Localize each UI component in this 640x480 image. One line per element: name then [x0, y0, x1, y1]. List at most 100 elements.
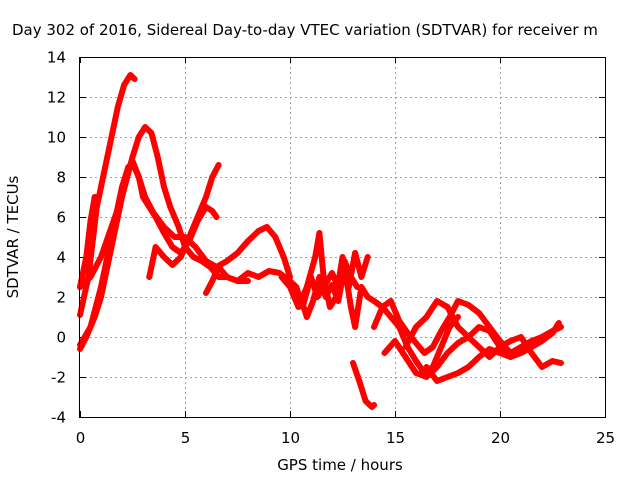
data-point [539, 334, 545, 340]
series-track-m [402, 298, 564, 370]
data-point [135, 174, 142, 180]
data-point [91, 194, 98, 200]
data-point [108, 224, 115, 230]
data-point [194, 214, 201, 220]
data-point [413, 370, 419, 376]
data-point [152, 214, 159, 220]
data-point [371, 298, 377, 304]
data-point [83, 254, 90, 260]
data-point [310, 298, 317, 304]
data-point [209, 174, 216, 180]
data-point [148, 130, 155, 136]
data-point [234, 278, 241, 284]
data-point [87, 274, 94, 280]
data-series [77, 72, 564, 410]
data-point [539, 364, 545, 370]
x-tick-labels: 0 5 10 15 20 25 [76, 429, 615, 447]
data-point [198, 258, 205, 264]
data-point [98, 284, 104, 290]
x-tick-label: 15 [386, 429, 405, 447]
y-tick-label: -2 [51, 369, 66, 387]
data-point [396, 318, 403, 324]
data-point [255, 274, 262, 280]
data-point [175, 224, 182, 230]
x-tick-label: 10 [281, 429, 300, 447]
y-tick-labels: -4 -2 0 2 4 6 8 10 12 14 [47, 49, 66, 427]
data-point [255, 228, 262, 234]
data-point [329, 282, 335, 288]
x-tick-label: 5 [181, 429, 191, 447]
data-point [381, 350, 388, 356]
data-point [280, 254, 287, 260]
grid-lines [80, 57, 605, 417]
data-point [140, 194, 146, 200]
x-axis-label: GPS time / hours [277, 456, 403, 474]
data-point [557, 324, 564, 330]
data-point [465, 334, 472, 340]
data-point [421, 350, 428, 356]
x-tick-label: 25 [596, 429, 615, 447]
data-point [429, 344, 436, 350]
data-point [186, 234, 193, 240]
data-point [190, 254, 197, 260]
y-tick-label: 8 [56, 169, 66, 187]
plot-frame [79, 57, 606, 418]
series-track-j [350, 360, 377, 410]
data-point [272, 234, 279, 240]
data-point [434, 364, 440, 370]
series-line [350, 360, 377, 410]
data-point [215, 264, 222, 270]
data-point [224, 274, 230, 280]
data-point [444, 304, 451, 310]
data-point [341, 264, 348, 270]
series-line [77, 158, 293, 352]
data-point [167, 204, 174, 210]
data-point [263, 224, 270, 230]
data-point [215, 162, 222, 168]
data-point [161, 184, 167, 190]
data-point [131, 76, 138, 82]
data-point [486, 346, 493, 352]
data-point [224, 258, 230, 264]
data-point [476, 310, 482, 316]
data-point [352, 250, 359, 256]
x-tick-label: 0 [76, 429, 86, 447]
data-point [209, 278, 216, 284]
data-point [161, 230, 167, 236]
y-tick-label: 4 [56, 249, 66, 267]
series-track-n [423, 324, 564, 384]
data-point [362, 398, 369, 404]
data-point [209, 208, 216, 214]
data-point [335, 298, 342, 304]
series-track-f [146, 162, 222, 280]
data-point [423, 314, 430, 320]
data-point [339, 254, 346, 260]
data-point [423, 374, 430, 380]
data-point [497, 344, 503, 350]
data-point [146, 204, 153, 210]
data-point [326, 304, 333, 310]
data-point [87, 324, 94, 330]
data-point [455, 340, 461, 346]
data-point [413, 340, 419, 346]
data-point [387, 314, 394, 320]
data-point [278, 274, 285, 280]
data-point [203, 290, 209, 296]
data-point [177, 254, 184, 260]
data-point [518, 346, 524, 352]
data-point [444, 374, 451, 380]
x-tick-label: 20 [491, 429, 510, 447]
data-point [528, 340, 535, 346]
data-point [455, 298, 461, 304]
data-point [312, 254, 319, 260]
data-point [303, 284, 310, 290]
series-line [381, 320, 562, 380]
chart-title: Day 302 of 2016, Sidereal Day-to-day VTE… [12, 21, 598, 39]
data-point [356, 378, 363, 384]
data-point [146, 274, 153, 280]
data-point [287, 284, 293, 290]
data-point [154, 154, 161, 160]
axis-ticks [80, 57, 606, 418]
data-point [518, 334, 524, 340]
data-point [497, 350, 503, 356]
